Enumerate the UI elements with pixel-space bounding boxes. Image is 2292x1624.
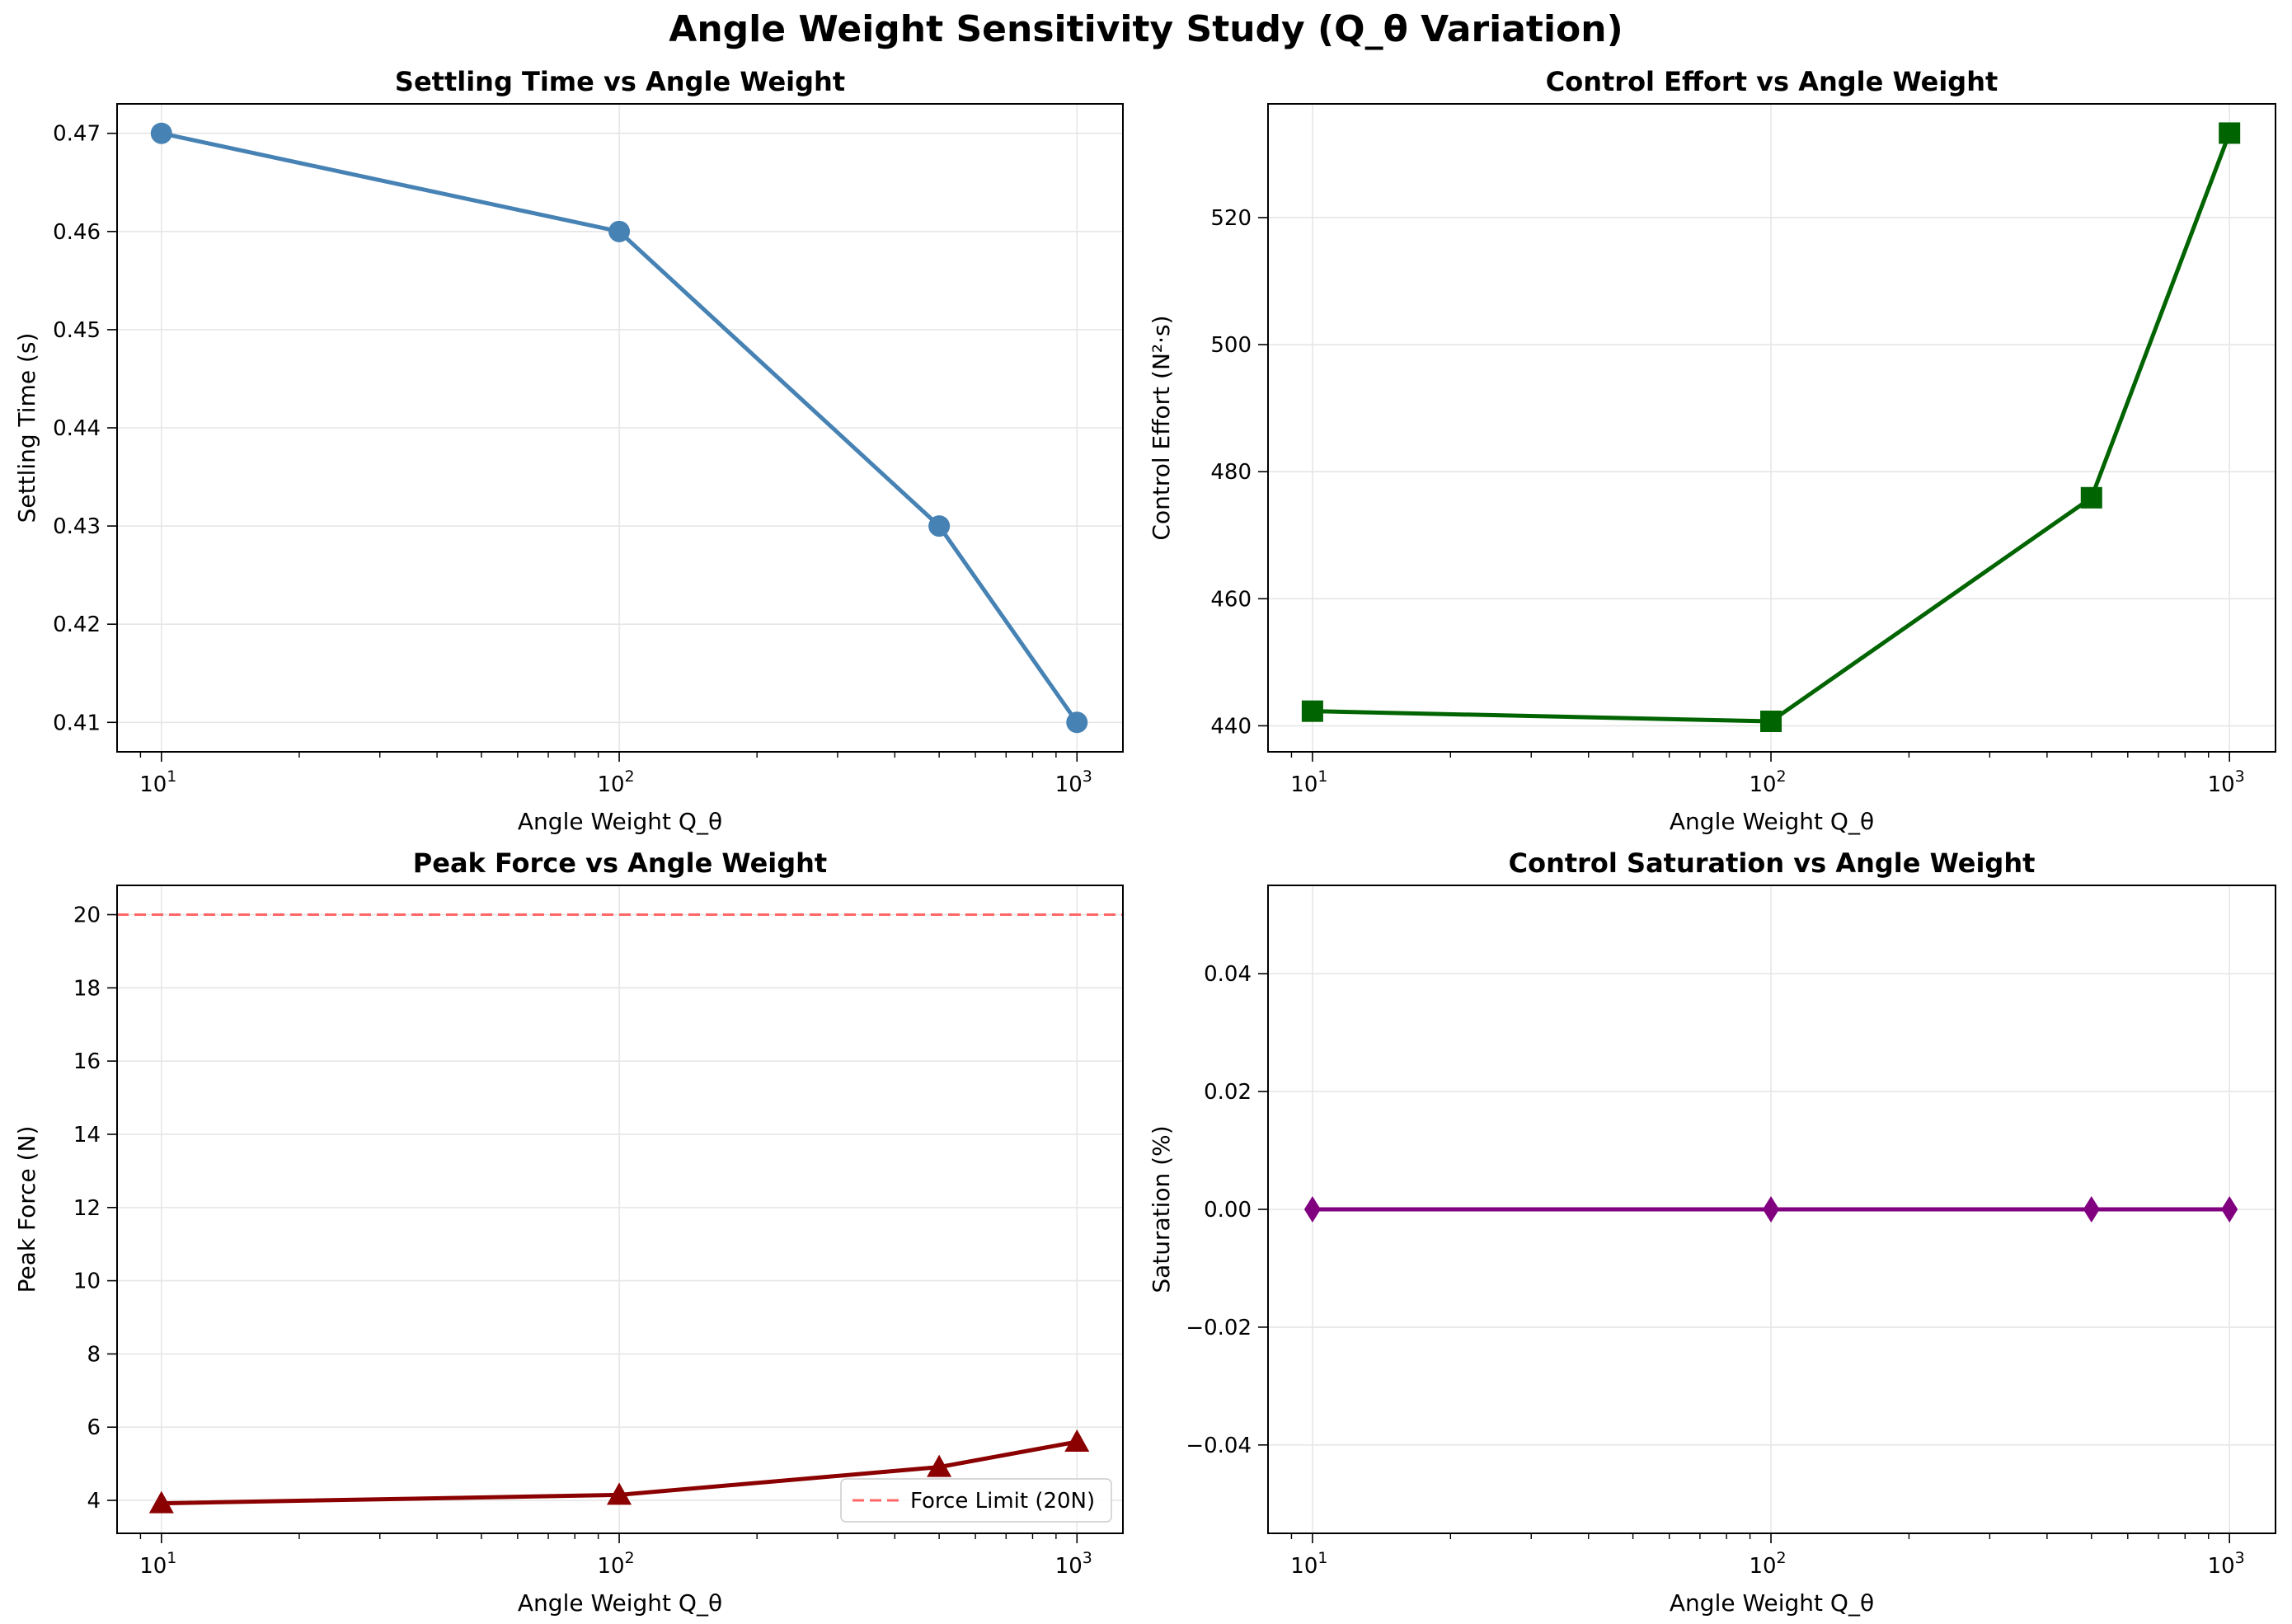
subplot-1: 101 102 103 0.41 0.42 0.43 0.44 0.45 0.46 0.47 Set…: [13, 66, 1124, 835]
y-tick-label: 460: [1210, 587, 1252, 612]
data-point: [1301, 700, 1323, 722]
subplot-title: Peak Force vs Angle Weight: [413, 847, 827, 879]
subplot-4: 101 102 103 −0.04 −0.02 0.00 0.02 0.04 Control S…: [1148, 847, 2276, 1617]
y-tick-label: 18: [73, 976, 101, 1001]
y-tick-label: 0.47: [53, 122, 101, 147]
y-axis-label: Peak Force (N): [13, 1126, 40, 1293]
x-axis-label: Angle Weight Q_θ: [518, 1589, 722, 1617]
y-tick-label: 0.44: [53, 416, 101, 441]
data-point: [928, 515, 951, 537]
y-axis-label: Saturation (%): [1148, 1125, 1175, 1293]
data-point: [1303, 1196, 1321, 1223]
y-tick-label: 0.43: [53, 514, 101, 539]
legend-label: Force Limit (20N): [910, 1489, 1095, 1514]
y-tick-label: 4: [87, 1489, 101, 1514]
y-axis-label: Settling Time (s): [13, 333, 40, 523]
y-tick-label: 16: [73, 1049, 101, 1074]
x-tick-label: 102: [1749, 1549, 1786, 1579]
y-tick-label: −0.02: [1186, 1316, 1252, 1340]
data-point: [1760, 711, 1782, 733]
y-tick-label: 0.02: [1204, 1080, 1252, 1105]
series-line: [1312, 132, 2232, 724]
x-tick-label: 101: [139, 767, 176, 797]
y-tick-label: 20: [73, 904, 101, 928]
x-tick-label: 102: [597, 1549, 634, 1579]
x-tick-label: 103: [2208, 1549, 2245, 1579]
y-tick-label: 0.46: [53, 220, 101, 245]
data-point: [1763, 1196, 1780, 1223]
data-point: [2083, 1196, 2100, 1223]
x-axis-label: Angle Weight Q_θ: [1670, 1589, 1874, 1617]
subplot-title: Control Saturation vs Angle Weight: [1509, 847, 2036, 879]
y-tick-label: 6: [87, 1415, 101, 1440]
legend-box: [840, 1478, 1112, 1523]
data-point: [1066, 711, 1088, 734]
y-tick-label: 8: [87, 1342, 101, 1367]
y-tick-label: 0.00: [1204, 1198, 1252, 1223]
y-tick-label: 10: [73, 1270, 101, 1294]
series-line: [161, 131, 1079, 724]
y-tick-label: −0.04: [1186, 1434, 1252, 1458]
y-tick-label: 440: [1210, 714, 1252, 739]
x-tick-label: 103: [2208, 767, 2245, 797]
series-line: [161, 1439, 1078, 1506]
x-tick-label: 101: [139, 1549, 176, 1579]
y-tick-label: 0.42: [53, 613, 101, 637]
axes-layer: 101 102 103 0.41 0.42 0.43 0.44 0.45 0.46 0.47 Set…: [13, 66, 2276, 1617]
y-tick-label: 520: [1210, 206, 1252, 231]
subplot-title: Settling Time vs Angle Weight: [395, 66, 845, 97]
axes-frame: [116, 885, 1124, 1534]
subplot-2: 101 102 103 440 460 480 500 520 Control Effort v…: [1148, 66, 2276, 835]
y-tick-label: 14: [73, 1123, 101, 1148]
figure-suptitle: Angle Weight Sensitivity Study (Q_θ Vari…: [669, 8, 1623, 50]
y-tick-label: 0.04: [1204, 962, 1252, 987]
x-tick-label: 103: [1055, 1549, 1092, 1579]
x-tick-label: 101: [1290, 1549, 1327, 1579]
y-axis-label: Control Effort (N²·s): [1148, 315, 1175, 540]
data-point: [607, 1482, 632, 1505]
data-point: [2219, 122, 2241, 144]
x-tick-label: 101: [1290, 767, 1327, 797]
axes-frame: [1267, 885, 2276, 1534]
data-point: [1064, 1429, 1090, 1452]
subplot-title: Control Effort vs Angle Weight: [1546, 66, 1998, 97]
y-tick-label: 500: [1210, 333, 1252, 358]
data-point: [148, 1490, 174, 1514]
data-point: [2221, 1196, 2238, 1223]
y-tick-label: 0.45: [53, 318, 101, 343]
data-point: [150, 122, 172, 144]
y-tick-label: 12: [73, 1196, 101, 1221]
axes-frame: [116, 103, 1124, 753]
data-point: [2080, 486, 2102, 509]
x-axis-label: Angle Weight Q_θ: [1670, 808, 1874, 835]
y-tick-label: 480: [1210, 460, 1252, 485]
data-point: [608, 220, 631, 242]
x-tick-label: 103: [1055, 767, 1092, 797]
axes-frame: [1267, 103, 2276, 753]
data-point: [927, 1454, 952, 1477]
y-tick-label: 0.41: [53, 711, 101, 735]
x-axis-label: Angle Weight Q_θ: [518, 808, 722, 835]
x-tick-label: 102: [597, 767, 634, 797]
x-tick-label: 102: [1749, 767, 1786, 797]
subplot-3: 101 102 103 4 6 8 10 12 14 16 18 20 Peak Force vs An…: [13, 847, 1124, 1617]
